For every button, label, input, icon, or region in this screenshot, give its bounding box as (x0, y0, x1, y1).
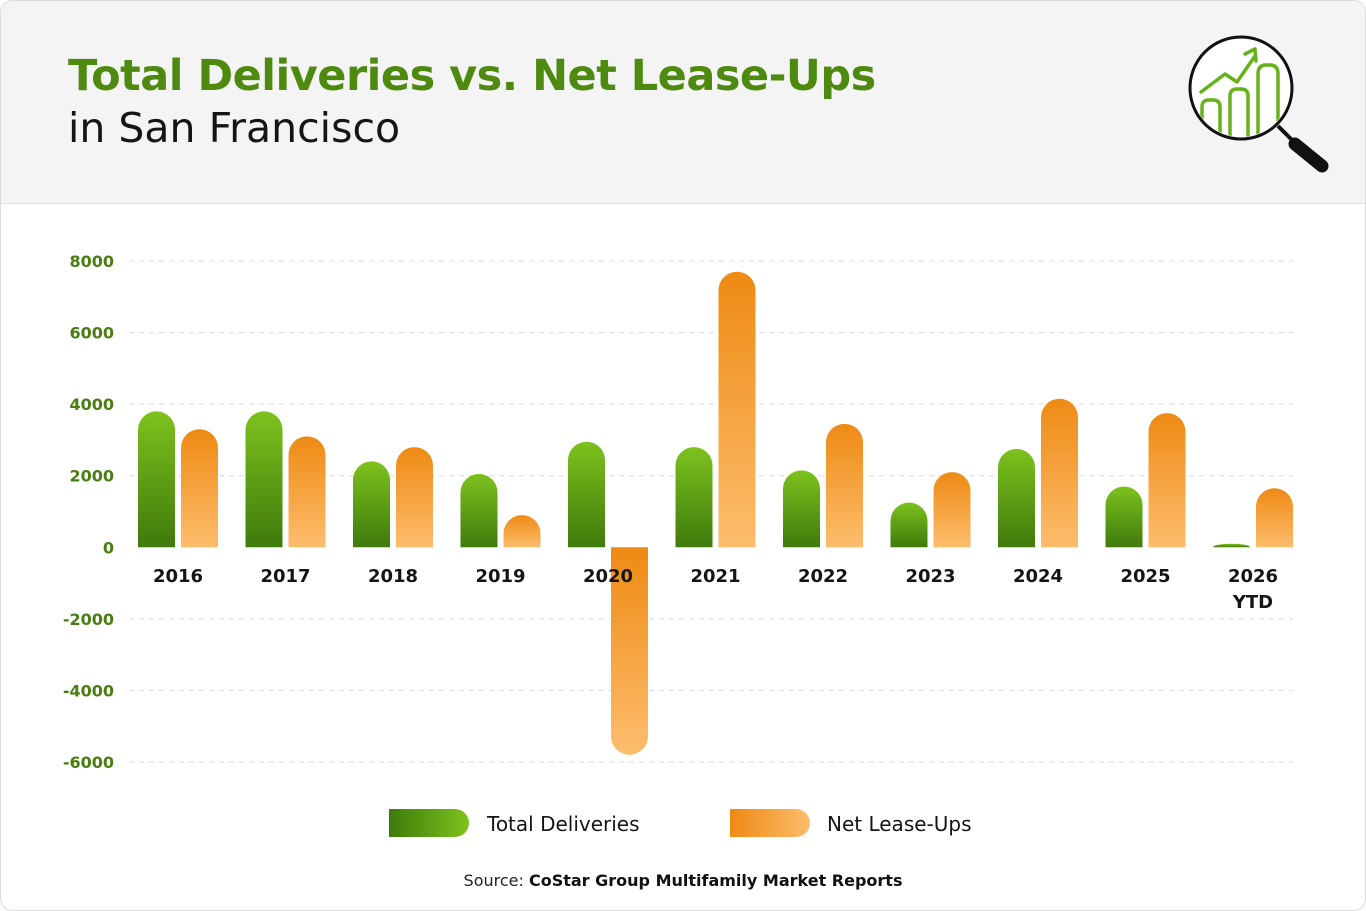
bar-net-lease-ups (826, 423, 863, 548)
source-note: Source: CoStar Group Multifamily Market … (1, 871, 1365, 890)
page-subtitle: in San Francisco (68, 104, 401, 152)
bar-total-deliveries (245, 411, 283, 548)
bar-net-lease-ups (718, 271, 756, 548)
legend-label: Total Deliveries (486, 812, 640, 836)
bar-net-lease-ups (1041, 398, 1078, 548)
x-tick-label: 2016 (153, 566, 203, 587)
legend-item: Total Deliveries (389, 809, 640, 837)
bar-net-lease-ups (181, 429, 218, 548)
legend-swatch (389, 809, 469, 837)
y-tick-label: 6000 (69, 324, 114, 343)
legend-swatch (730, 809, 810, 837)
bar-total-deliveries (568, 441, 605, 548)
y-axis: 8000 6000 4000 2000 0 -2000 -4000 -6000 (63, 252, 114, 772)
bars (138, 271, 1293, 755)
x-tick-label: 2019 (475, 566, 525, 587)
x-tick-label: 2023 (905, 566, 955, 587)
legend: Total Deliveries Net Lease-Ups (389, 809, 972, 837)
x-tick-label: 2024 (1013, 566, 1063, 587)
bar-net-lease-ups (1256, 488, 1293, 548)
bar-total-deliveries (783, 470, 820, 548)
legend-item: Net Lease-Ups (730, 809, 972, 837)
y-tick-label: 2000 (69, 467, 114, 486)
x-tick-label: 2020 (583, 566, 633, 587)
x-tick-label: 2026 YTD (1228, 566, 1278, 613)
bar-total-deliveries (1105, 486, 1143, 548)
bar-net-lease-ups (1148, 413, 1186, 548)
bar-total-deliveries (998, 448, 1035, 548)
bar-net-lease-ups (503, 515, 541, 548)
x-tick-label: 2017 (260, 566, 310, 587)
bar-total-deliveries (1213, 543, 1250, 548)
magnifier-growth-chart-icon (1188, 35, 1329, 173)
y-tick-label: 0 (103, 538, 114, 557)
bar-net-lease-ups (933, 472, 971, 548)
bar-total-deliveries (353, 461, 390, 548)
bar-total-deliveries (460, 473, 498, 548)
y-tick-label: -4000 (63, 681, 114, 700)
y-tick-label: -2000 (63, 610, 114, 629)
bar-net-lease-ups (611, 547, 648, 755)
x-tick-label: 2018 (368, 566, 418, 587)
source-label: Source: (463, 871, 524, 890)
y-tick-label: 8000 (69, 252, 114, 271)
x-tick-label: 2025 (1120, 566, 1170, 587)
header: Total Deliveries vs. Net Lease-Ups in Sa… (1, 1, 1365, 204)
x-tick-label: 2022 (798, 566, 848, 587)
bar-total-deliveries (890, 502, 928, 548)
source-value: CoStar Group Multifamily Market Reports (528, 871, 903, 890)
x-axis: 2016 2017 2018 2019 2020 2021 2022 2023 2024 2025… (153, 566, 1278, 613)
y-tick-label: -6000 (63, 753, 114, 772)
bar-net-lease-ups (288, 436, 326, 548)
bar-net-lease-ups (396, 447, 433, 548)
legend-label: Net Lease-Ups (827, 812, 972, 836)
page-title: Total Deliveries vs. Net Lease-Ups (68, 51, 876, 101)
bar-total-deliveries (138, 411, 175, 548)
bar-total-deliveries (675, 447, 713, 548)
x-tick-label: 2021 (690, 566, 740, 587)
y-tick-label: 4000 (69, 395, 114, 414)
